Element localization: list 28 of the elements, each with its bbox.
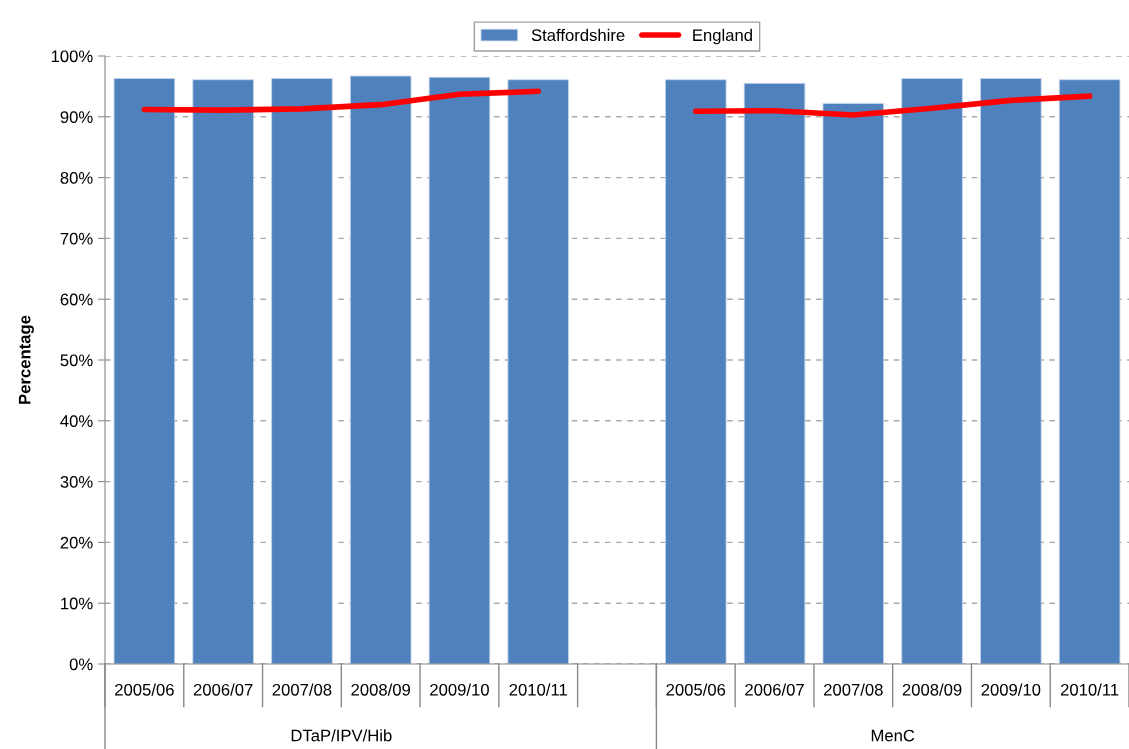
y-tick-label: 80% xyxy=(60,172,93,184)
y-tick-label: 20% xyxy=(60,536,93,549)
y-tick-label: 50% xyxy=(60,354,93,367)
x-tick-label: 2005/06 xyxy=(115,683,174,696)
text: DTaP/IPV/Hib xyxy=(291,729,392,742)
y-tick-label: 40% xyxy=(60,415,93,427)
x-tick-label: 2008/09 xyxy=(351,683,411,696)
x-tick-label: 2007/08 xyxy=(272,683,332,696)
x-tick-label: 2009/10 xyxy=(430,683,489,696)
legend-label: England xyxy=(693,28,752,45)
x-tick-label: 2009/10 xyxy=(981,683,1041,696)
x-tick-label: 2010/11 xyxy=(509,683,567,696)
x-tick-label: 2010/11 xyxy=(1060,683,1119,696)
y-tick-label: 0% xyxy=(69,658,93,671)
y-tick-label: 90% xyxy=(60,111,93,123)
y-axis-title: Percentage xyxy=(18,315,34,404)
x-tick-label: 2006/07 xyxy=(193,683,253,696)
y-tick-label: 100% xyxy=(51,50,93,63)
y-tick-label: 10% xyxy=(61,597,93,610)
x-tick-label: 2005/06 xyxy=(666,683,726,696)
y-tick-label: 60% xyxy=(60,293,93,306)
legend-label: Staffordshire xyxy=(531,28,625,42)
y-tick-label: 30% xyxy=(60,476,93,488)
y-tick-label: 70% xyxy=(60,232,93,245)
x-tick-label: 2008/09 xyxy=(902,683,962,696)
x-tick-label: 2007/08 xyxy=(824,683,883,696)
text: MenC xyxy=(871,729,915,742)
x-tick-label: 2006/07 xyxy=(745,683,804,696)
